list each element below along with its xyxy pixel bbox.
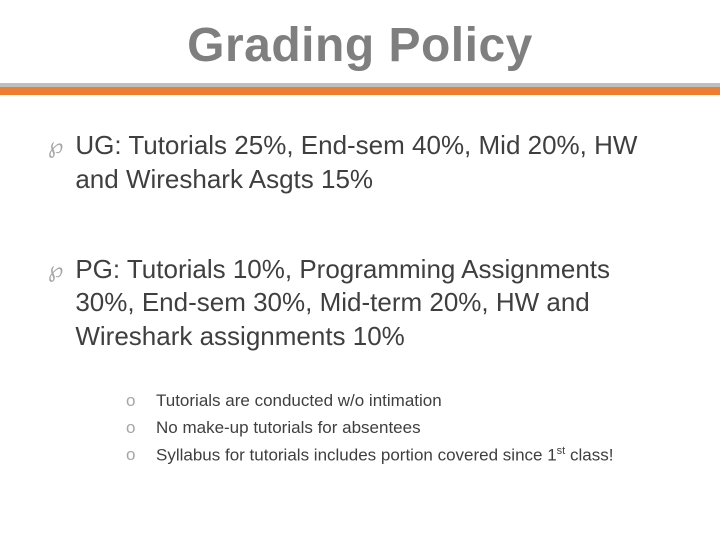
- sub-item-text: Syllabus for tutorials includes portion …: [156, 444, 613, 468]
- sub-item-suffix: class!: [565, 446, 613, 465]
- sub-item-text: No make-up tutorials for absentees: [156, 417, 421, 440]
- divider-rule: [0, 83, 720, 93]
- circle-bullet-icon: o: [126, 417, 140, 440]
- circle-bullet-icon: o: [126, 390, 140, 413]
- curly-bullet-icon: ℘: [48, 133, 63, 159]
- main-item-text: UG: Tutorials 25%, End-sem 40%, Mid 20%,…: [75, 129, 672, 197]
- slide: Grading Policy ℘ UG: Tutorials 25%, End-…: [0, 0, 720, 540]
- title-block: Grading Policy: [0, 0, 720, 73]
- sub-item: o Tutorials are conducted w/o intimation: [126, 390, 672, 413]
- sub-item: o No make-up tutorials for absentees: [126, 417, 672, 440]
- main-item-text: PG: Tutorials 10%, Programming Assignmen…: [75, 253, 672, 354]
- sub-item-text: Tutorials are conducted w/o intimation: [156, 390, 442, 413]
- curly-bullet-icon: ℘: [48, 257, 63, 283]
- main-item: ℘ PG: Tutorials 10%, Programming Assignm…: [48, 253, 672, 354]
- content-area: ℘ UG: Tutorials 25%, End-sem 40%, Mid 20…: [0, 93, 720, 467]
- circle-bullet-icon: o: [126, 444, 140, 467]
- sub-list: o Tutorials are conducted w/o intimation…: [48, 390, 672, 467]
- rule-accent-bar: [0, 87, 720, 95]
- main-item: ℘ UG: Tutorials 25%, End-sem 40%, Mid 20…: [48, 129, 672, 197]
- sub-item: o Syllabus for tutorials includes portio…: [126, 444, 672, 468]
- slide-title: Grading Policy: [187, 18, 533, 73]
- sub-item-prefix: Syllabus for tutorials includes portion …: [156, 446, 557, 465]
- superscript: st: [557, 445, 566, 457]
- title-text: Grading Policy: [187, 19, 533, 72]
